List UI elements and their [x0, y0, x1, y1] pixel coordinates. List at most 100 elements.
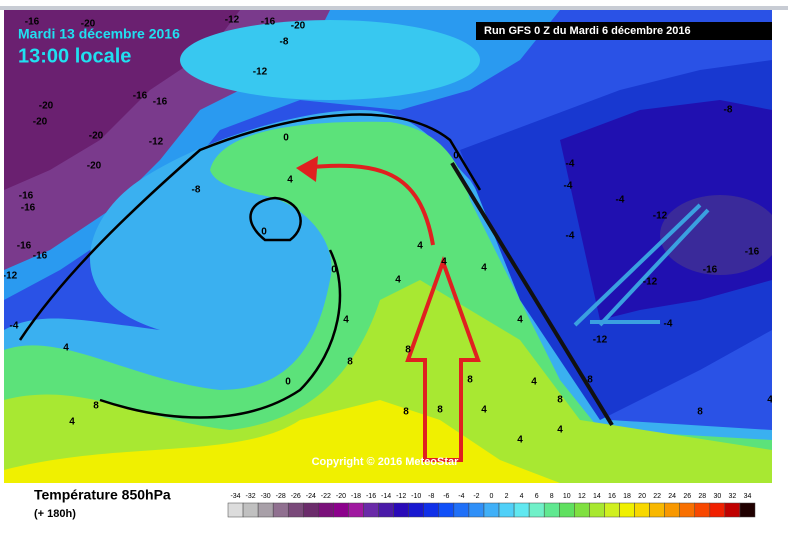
color-swatch	[634, 502, 650, 518]
isotherm-label: 8	[405, 345, 411, 356]
color-swatch	[498, 502, 515, 518]
scale-label: 30	[713, 493, 721, 500]
scale-label: -32	[246, 493, 256, 500]
isotherm-label: -12	[593, 335, 608, 346]
isotherm-label: 0	[283, 133, 289, 144]
run-info: Run GFS 0 Z du Mardi 6 décembre 2016	[484, 25, 691, 37]
isotherm-label: -12	[3, 271, 18, 282]
color-swatch	[303, 502, 319, 518]
color-swatch	[559, 502, 575, 518]
isotherm-label: -8	[724, 105, 733, 116]
isotherm-label: -12	[643, 277, 658, 288]
isotherm-label: 4	[481, 405, 487, 416]
color-swatch	[438, 502, 455, 518]
legend-subtitle: (+ 180h)	[34, 508, 76, 520]
color-swatch	[604, 502, 620, 518]
color-swatch	[589, 502, 605, 518]
scale-label: 12	[578, 493, 586, 500]
isotherm-label: 4	[517, 315, 523, 326]
color-swatch	[724, 502, 741, 518]
color-swatch	[649, 502, 665, 518]
isotherm-label: -12	[253, 67, 268, 78]
color-swatch	[739, 502, 756, 518]
isotherm-label: 0	[261, 227, 267, 238]
isotherm-label: 4	[441, 257, 447, 268]
color-swatch	[423, 502, 440, 518]
isotherm-label: -12	[149, 137, 164, 148]
scale-label: 0	[490, 493, 494, 500]
scale-label: 20	[638, 493, 646, 500]
color-swatch	[272, 502, 289, 518]
color-swatch	[543, 502, 560, 518]
scale-label: -2	[473, 493, 479, 500]
color-swatch	[679, 502, 696, 518]
scale-label: -12	[396, 493, 406, 500]
isotherm-label: 8	[557, 395, 563, 406]
isotherm-label: -20	[87, 161, 102, 172]
color-swatch	[619, 502, 635, 518]
color-swatch	[393, 502, 409, 518]
color-swatch	[483, 502, 500, 518]
isotherm-label: 0	[331, 265, 337, 276]
scale-label: -28	[276, 493, 286, 500]
scale-label: -8	[428, 493, 434, 500]
scale-label: 16	[608, 493, 616, 500]
scale-label: 32	[729, 493, 737, 500]
scale-label: 14	[593, 493, 601, 500]
isotherm-label: 8	[697, 407, 703, 418]
scale-label: 8	[550, 493, 554, 500]
isotherm-label: -8	[192, 185, 201, 196]
isotherm-label: 4	[63, 343, 69, 354]
run-box	[476, 22, 772, 40]
color-swatch	[694, 502, 711, 518]
isotherm-label: 4	[517, 435, 523, 446]
scale-label: 18	[623, 493, 631, 500]
color-swatch	[453, 502, 470, 518]
isotherm-label: 4	[417, 241, 423, 252]
isotherm-label: 8	[437, 405, 443, 416]
scale-label: 6	[535, 493, 539, 500]
color-swatch	[574, 502, 590, 518]
isotherm-label: -20	[81, 19, 96, 30]
color-swatch	[333, 502, 349, 518]
isotherm-label: -12	[225, 15, 240, 26]
isotherm-label: -16	[25, 17, 40, 28]
scale-label: 34	[744, 493, 752, 500]
isotherm-label: -16	[153, 97, 168, 108]
scale-label: -14	[381, 493, 391, 500]
scale-label: -6	[443, 493, 449, 500]
isotherm-label: 0	[453, 151, 459, 162]
isotherm-label: -16	[133, 91, 148, 102]
isotherm-label: 4	[343, 315, 349, 326]
scale-label: -26	[291, 493, 301, 500]
scale-label: 24	[668, 493, 676, 500]
isotherm-label: -16	[21, 203, 36, 214]
map-time: 13:00 locale	[18, 45, 131, 67]
isotherm-label: -4	[10, 321, 19, 332]
color-swatch	[468, 502, 485, 518]
color-swatch	[709, 502, 726, 518]
scale-label: 26	[683, 493, 691, 500]
isotherm-label: 4	[69, 417, 75, 428]
isotherm-label: 0	[285, 377, 291, 388]
isotherm-label: -20	[89, 131, 104, 142]
isotherm-label: 4	[531, 377, 537, 388]
color-swatch	[363, 502, 379, 518]
color-swatch	[257, 502, 274, 518]
scale-label: -10	[411, 493, 421, 500]
isotherm-label: 4	[395, 275, 401, 286]
isotherm-label: 4	[481, 263, 487, 274]
color-swatch	[287, 502, 304, 518]
color-swatch	[242, 502, 259, 518]
isotherm-label: -16	[17, 241, 32, 252]
isotherm-label: -20	[39, 101, 54, 112]
scale-label: 10	[563, 493, 571, 500]
scale-label: -20	[336, 493, 346, 500]
isotherm-label: -16	[703, 265, 718, 276]
color-swatch	[664, 502, 680, 518]
color-swatch	[227, 502, 244, 518]
color-swatch	[348, 502, 364, 518]
scale-label: -30	[261, 493, 271, 500]
scale-label: 4	[520, 493, 524, 500]
